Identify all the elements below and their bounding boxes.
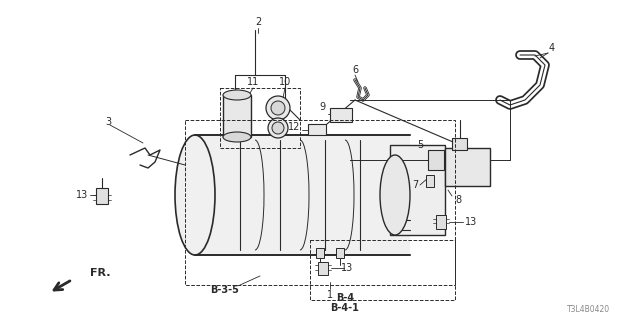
Circle shape	[268, 118, 288, 138]
Text: 8: 8	[455, 195, 461, 205]
Ellipse shape	[380, 155, 410, 235]
Text: 10: 10	[279, 77, 291, 87]
Bar	[436, 215, 446, 229]
Bar	[308, 124, 326, 135]
Text: 12: 12	[287, 122, 300, 132]
Circle shape	[266, 96, 290, 120]
Text: 13: 13	[465, 217, 477, 227]
Circle shape	[272, 122, 284, 134]
Bar	[96, 188, 108, 204]
Text: 11: 11	[247, 77, 259, 87]
Text: 2: 2	[255, 17, 261, 27]
Circle shape	[271, 101, 285, 115]
Text: 3: 3	[105, 117, 111, 127]
Text: B-4-1: B-4-1	[331, 303, 360, 313]
Text: B-3-5: B-3-5	[211, 285, 239, 295]
Bar	[336, 248, 344, 258]
Ellipse shape	[175, 135, 215, 255]
Bar	[330, 108, 352, 122]
Bar	[445, 148, 490, 186]
Text: 13: 13	[341, 263, 353, 273]
Text: 13: 13	[76, 190, 88, 200]
Bar	[316, 248, 324, 258]
Bar	[195, 135, 410, 255]
Text: T3L4B0420: T3L4B0420	[567, 306, 610, 315]
Text: 7: 7	[412, 180, 418, 190]
Bar	[452, 138, 467, 150]
Ellipse shape	[223, 132, 251, 142]
Text: 9: 9	[320, 102, 326, 112]
Text: FR.: FR.	[90, 268, 111, 278]
Text: 6: 6	[352, 65, 358, 75]
Bar	[318, 262, 328, 275]
Ellipse shape	[223, 90, 251, 100]
Bar	[310, 240, 455, 300]
Text: 4: 4	[549, 43, 555, 53]
Text: B-4: B-4	[336, 293, 354, 303]
Bar	[223, 95, 251, 137]
Text: 5: 5	[417, 140, 423, 150]
Text: 1: 1	[327, 290, 333, 300]
Bar	[220, 88, 300, 148]
Bar	[390, 145, 445, 235]
Bar	[428, 150, 444, 170]
Bar	[185, 120, 455, 285]
Bar	[426, 175, 434, 187]
